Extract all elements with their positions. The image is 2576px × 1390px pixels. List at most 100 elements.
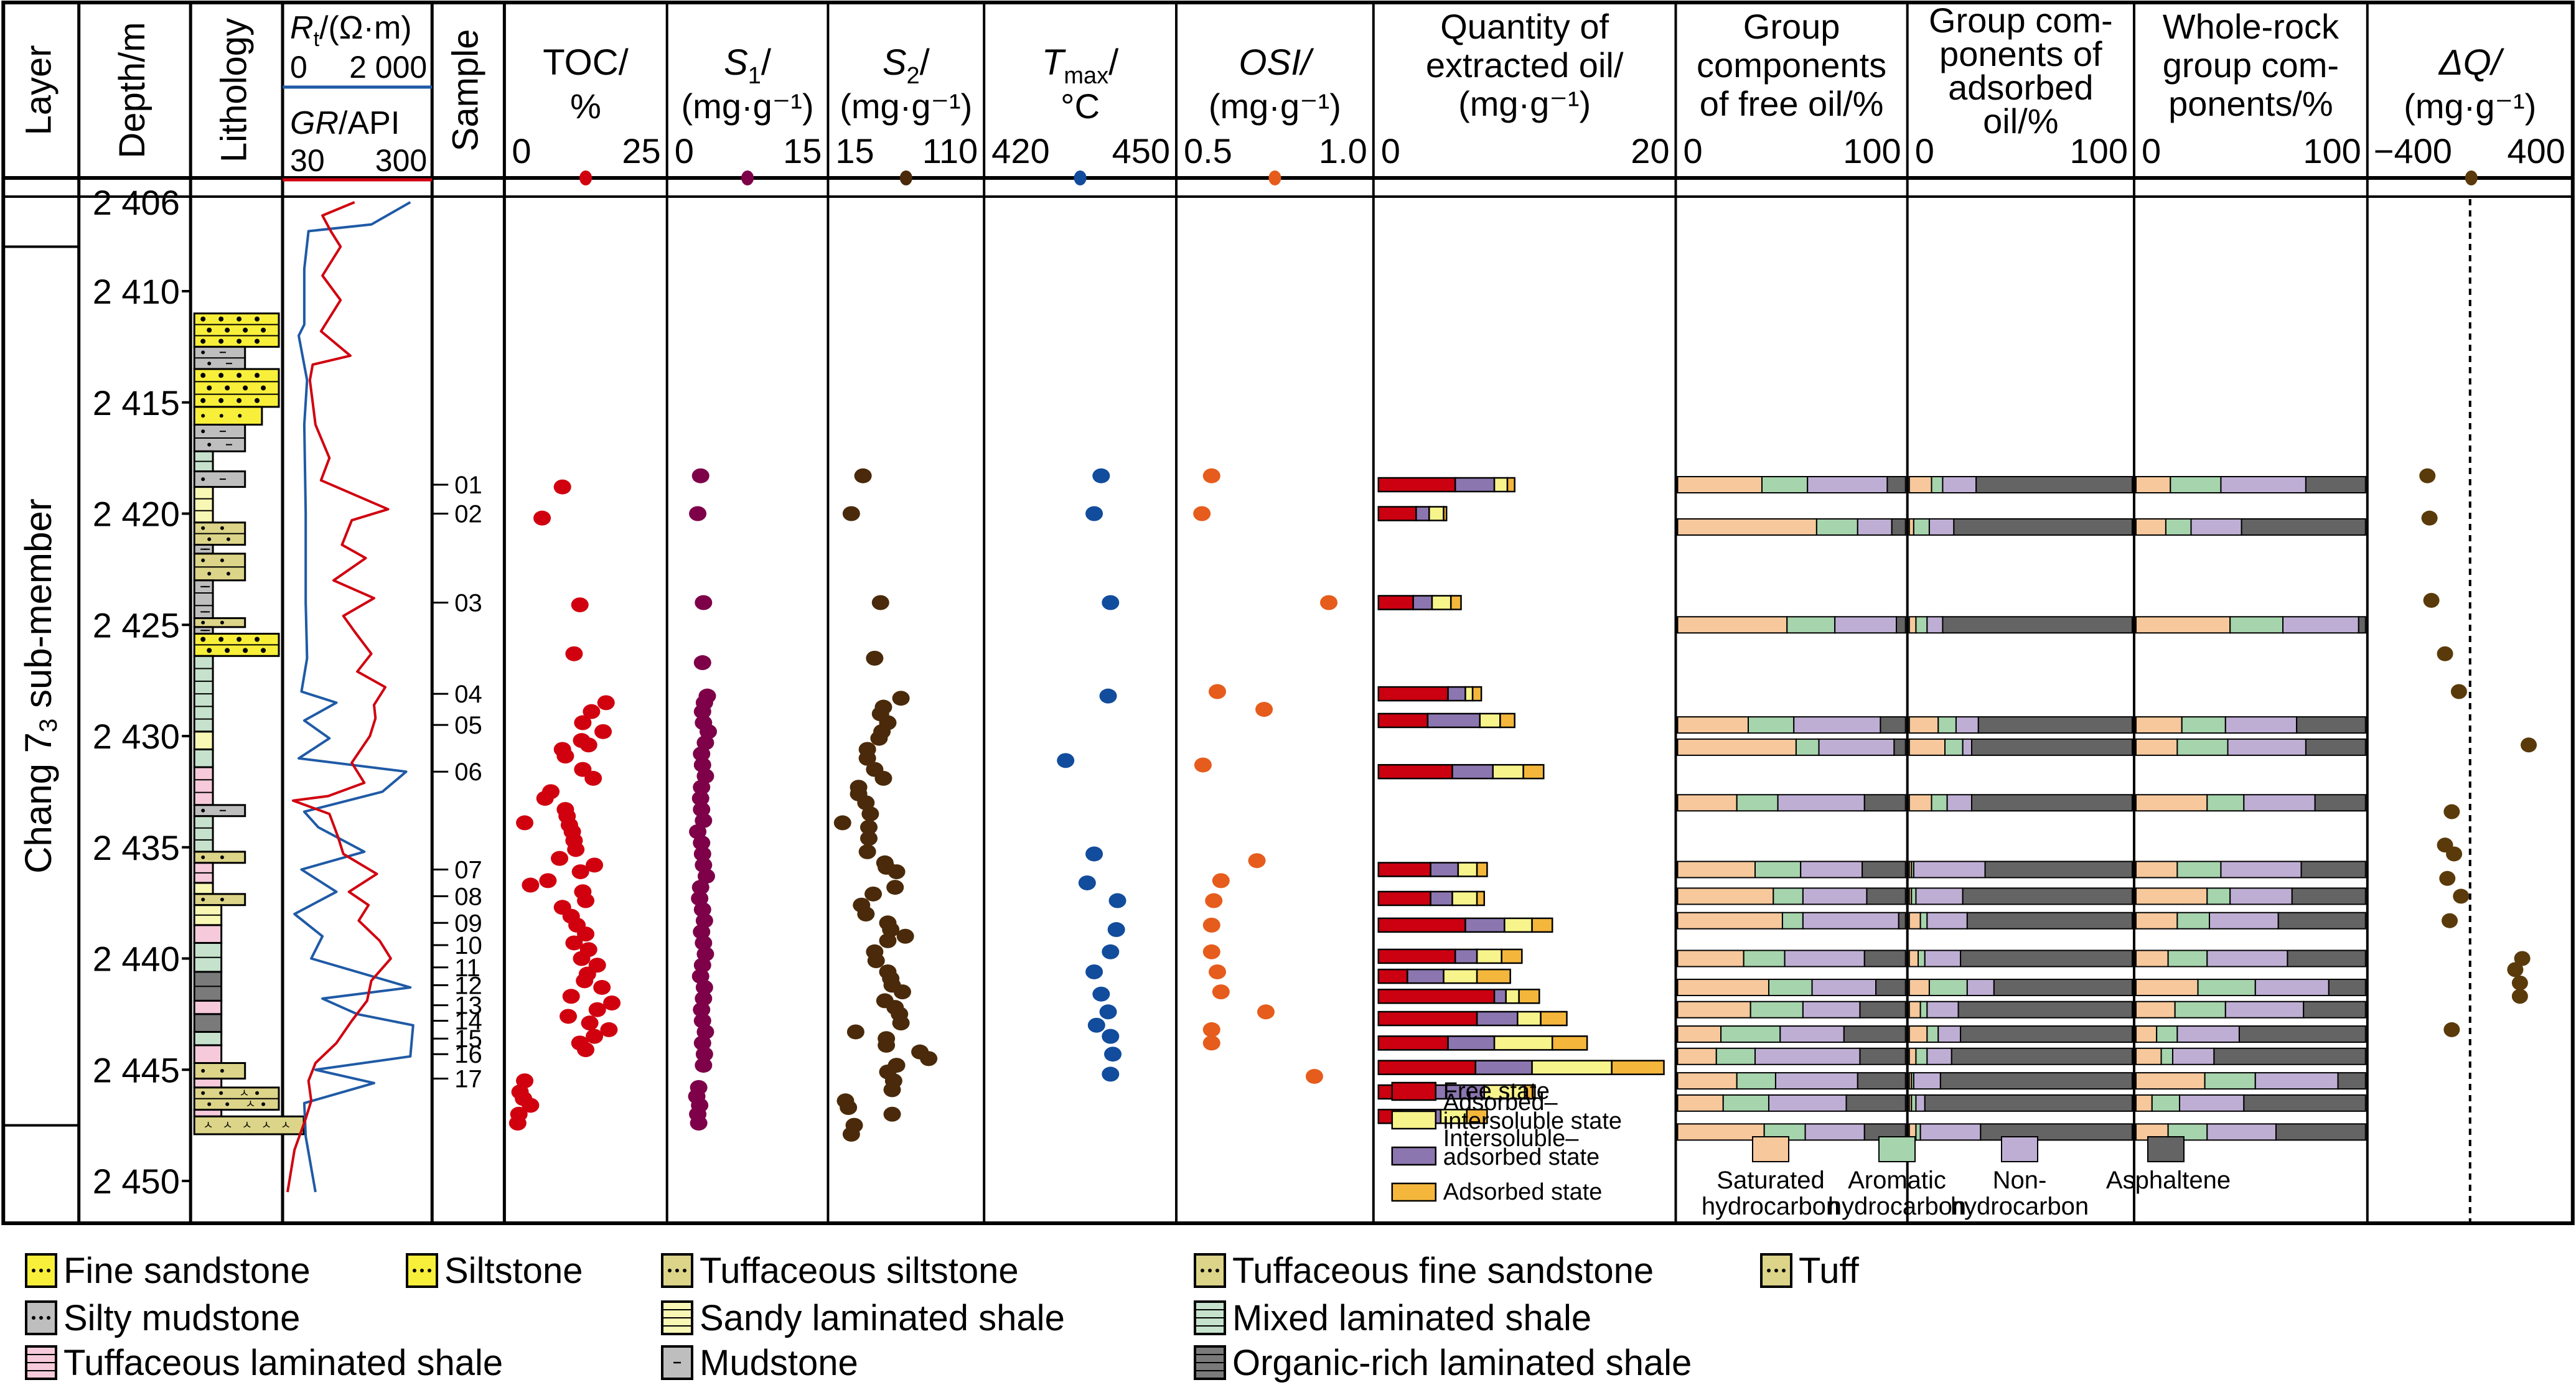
group-segment-saturated-hydrocarbon — [2135, 738, 2178, 756]
s2-point — [858, 750, 876, 766]
lithology-symbol — [220, 897, 224, 902]
oil-bar — [1377, 763, 1545, 780]
group-segment-non-hydrocarbon — [2208, 912, 2279, 930]
group-segment-aromatic-hydrocarbon — [2176, 861, 2222, 879]
lithology-interval-organic-rich-laminated-shale — [193, 1013, 223, 1033]
oil-segment-adsorbed-intersoluble-state — [1451, 890, 1478, 907]
s1-point — [695, 935, 713, 951]
layer-track: Chang 73 sub-member — [3, 245, 79, 1127]
lithology-legend-item: Tuffaceous fine sandstone — [1194, 1251, 1654, 1291]
osi-point — [1193, 506, 1211, 521]
oil-segment-intersoluble-adsorbed-state — [1464, 917, 1506, 933]
group-segment-aromatic-hydrocarbon — [1931, 794, 1948, 812]
group-segment-asphaltene — [1975, 476, 2133, 494]
group-legend-label: hydrocarbon — [1702, 1193, 1840, 1220]
lithology-legend-label: Tuffaceous laminated shale — [63, 1343, 503, 1383]
depth-tick-label: 2 435 — [93, 828, 180, 867]
s1-point — [691, 468, 710, 483]
s1-point — [693, 924, 711, 940]
lithology-symbol — [207, 361, 212, 366]
lithology-symbol — [225, 648, 230, 653]
group-segment-aromatic-hydrocarbon — [2167, 949, 2208, 968]
group-bar — [2135, 887, 2366, 905]
group-adsorbed-title: oil/% — [1983, 101, 2058, 141]
group-segment-asphaltene — [2305, 738, 2366, 756]
group-segment-non-hydrocarbon — [1924, 949, 1962, 968]
lithology-legend-symbol — [47, 1269, 50, 1272]
s2-point — [896, 928, 914, 944]
lithology-fill — [193, 924, 223, 944]
group-segment-aromatic-hydrocarbon — [1743, 949, 1786, 968]
oil-segment-adsorbed-state — [1476, 968, 1511, 984]
s1-point — [693, 704, 711, 719]
group-legend-label: Aromatic — [1848, 1167, 1946, 1194]
group-segment-saturated-hydrocarbon — [1677, 887, 1774, 905]
lithology-interval-mudstone — [193, 579, 214, 620]
tmax-point — [1092, 986, 1110, 1002]
group-segment-aromatic-hydrocarbon — [1926, 1025, 1939, 1043]
group-bar — [1677, 1123, 1906, 1141]
group-bar — [1677, 1072, 1906, 1090]
s2-point — [886, 880, 904, 895]
lithology-symbol — [200, 373, 206, 378]
group-bar — [2135, 1047, 2366, 1065]
oil-segment-free-state — [1377, 1010, 1478, 1027]
lithology-legend-item: Sandy laminated shale — [661, 1298, 1065, 1338]
lithology-symbol — [225, 385, 230, 391]
lithology-interval-fine-sandstone — [193, 368, 280, 408]
group-legend-label: Non- — [1993, 1167, 2047, 1194]
group-segment-saturated-hydrocarbon — [1677, 912, 1783, 930]
oil-segment-intersoluble-adsorbed-state — [1426, 712, 1481, 729]
lithology-legend-item: Tuffaceous laminated shale — [25, 1343, 503, 1383]
group-segment-saturated-hydrocarbon — [1908, 1025, 1928, 1043]
toc-point — [574, 715, 592, 730]
lithology-legend-symbol — [428, 1269, 431, 1272]
toc-point — [522, 1098, 540, 1113]
delta-q-point — [2443, 1022, 2460, 1037]
group-segment-non-hydrocarbon — [1926, 1047, 1952, 1065]
group-segment-saturated-hydrocarbon — [2135, 616, 2231, 634]
group-segment-aromatic-hydrocarbon — [2151, 1094, 2181, 1112]
oil-segment-adsorbed-state — [1524, 1084, 1536, 1100]
group-segment-saturated-hydrocarbon — [2135, 716, 2183, 734]
oil-bar — [1377, 686, 1482, 702]
oil-segment-intersoluble-adsorbed-state — [1412, 595, 1433, 610]
s2-point — [859, 819, 878, 835]
group-segment-asphaltene — [1845, 1094, 1906, 1112]
lithology-symbol — [237, 398, 242, 403]
lithology-interval-tuff-siltstone — [193, 1062, 246, 1080]
group-segment-asphaltene — [2291, 887, 2366, 905]
tmax-point — [1104, 1047, 1122, 1062]
s2-min-label: 15 — [835, 131, 874, 170]
lithology-legend-label: Organic-rich laminated shale — [1232, 1343, 1692, 1383]
oil-segment-adsorbed-state — [1476, 862, 1488, 877]
group-segment-saturated-hydrocarbon — [1677, 1047, 1717, 1065]
group-segment-aromatic-hydrocarbon — [1720, 1025, 1781, 1043]
group-segment-aromatic-hydrocarbon — [1937, 716, 1957, 734]
s1-point — [693, 757, 711, 773]
s1-legend-marker — [741, 170, 754, 185]
group-segment-non-hydrocarbon — [1802, 1001, 1861, 1019]
lithology-interval-tuff-laminated-shale — [193, 1109, 223, 1117]
osi-point — [1212, 873, 1230, 889]
group-segment-non-hydrocarbon — [2224, 1001, 2305, 1019]
lithology-legend-label: Mixed laminated shale — [1232, 1298, 1591, 1338]
sample-label: 02 — [454, 501, 482, 528]
oil-bar — [1377, 890, 1486, 907]
group-segment-saturated-hydrocarbon — [1677, 1094, 1724, 1112]
group-bar — [2135, 1072, 2366, 1090]
s1-track — [688, 468, 718, 1131]
s2-point — [842, 1126, 860, 1142]
toc-point — [571, 597, 589, 613]
lithology-symbol — [218, 316, 224, 322]
delta-q-min-label: −400 — [2374, 131, 2452, 170]
group-segment-saturated-hydrocarbon — [1677, 1123, 1765, 1141]
tmax-title: Tmax/ — [1042, 42, 1119, 89]
oil-legend-label: intersoluble state — [1443, 1108, 1622, 1134]
oil-legend-item: Adsorbed–intersoluble state — [1391, 1089, 1622, 1134]
oil-segment-free-state — [1377, 686, 1449, 702]
layer-name: Chang 73 sub-member — [17, 498, 62, 874]
